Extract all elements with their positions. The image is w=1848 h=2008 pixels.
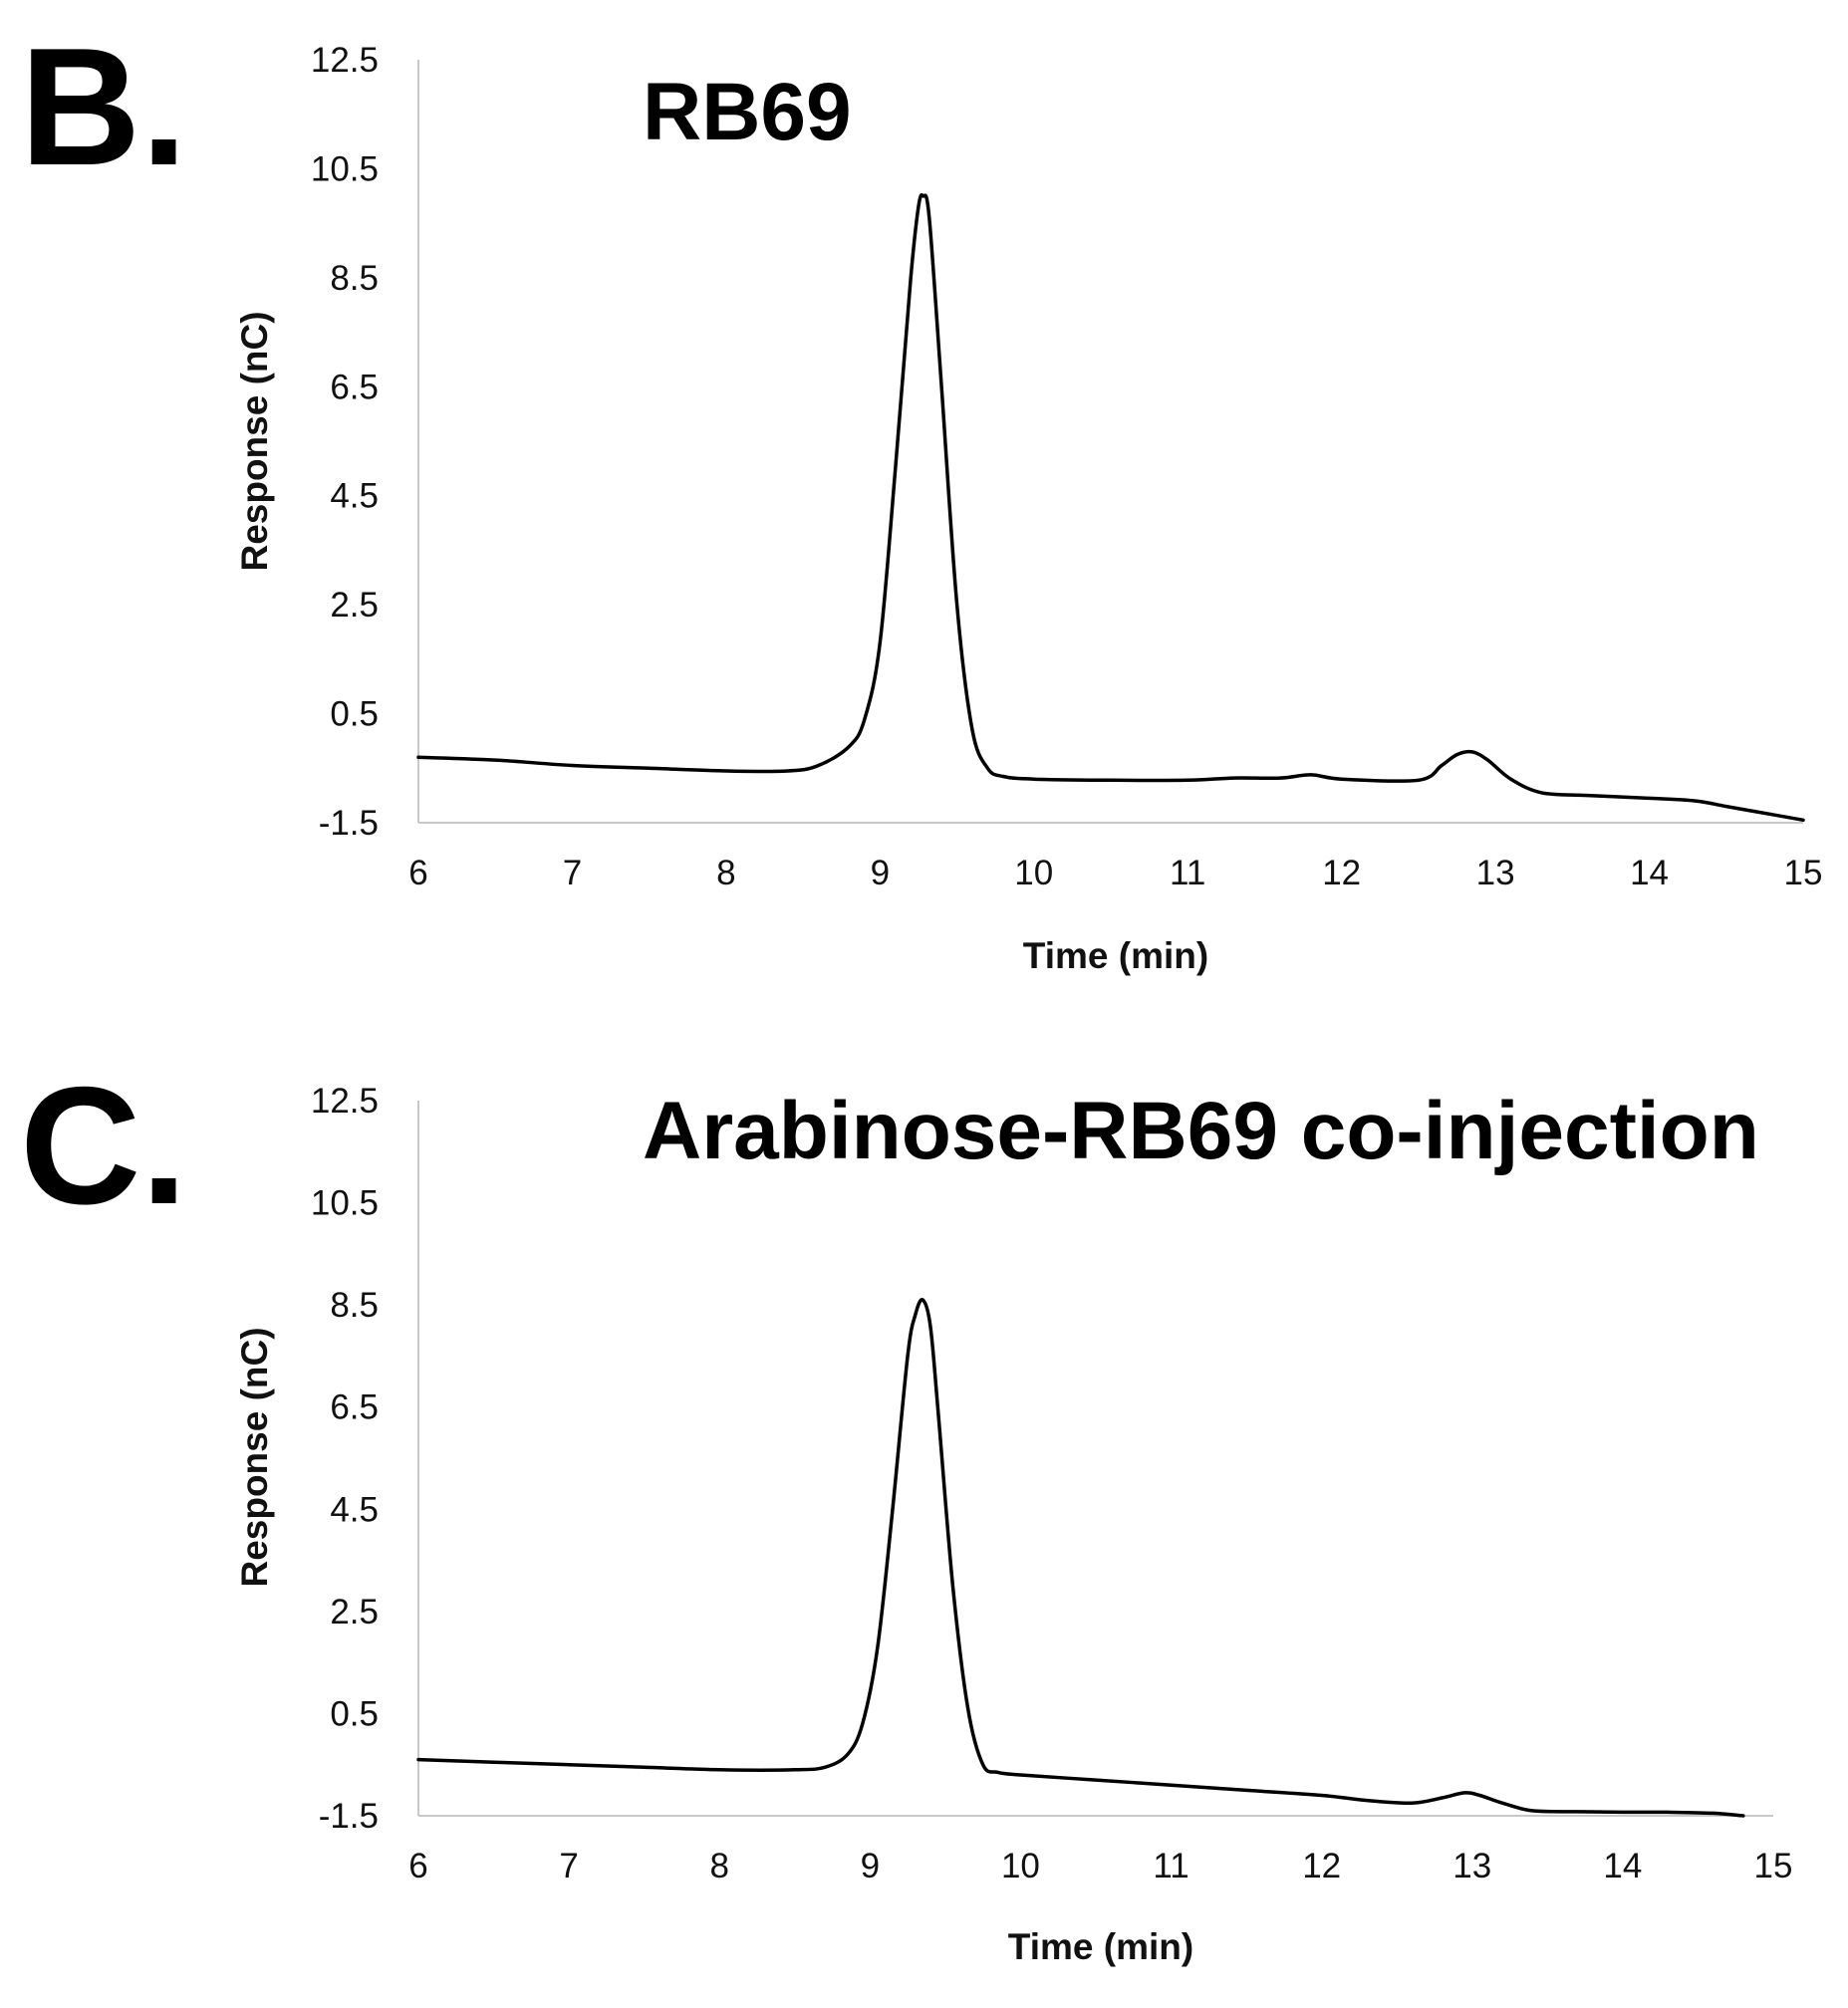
y-tick-label: 2.5 [330, 586, 379, 625]
x-tick-label: 8 [716, 854, 735, 892]
x-tick-label: 14 [1603, 1847, 1642, 1885]
x-tick-label: 8 [709, 1847, 728, 1885]
x-axis-title: Time (min) [1008, 1926, 1193, 1967]
x-tick-label: 6 [408, 1847, 427, 1885]
y-axis-title: Response (nC) [234, 311, 275, 571]
y-tick-label: 6.5 [330, 368, 379, 406]
x-tick-label: 12 [1302, 1847, 1341, 1885]
x-tick-labels: 6 7 8 9 10 11 12 13 14 15 [408, 1847, 1792, 1885]
y-tick-label: 12.5 [311, 41, 379, 80]
x-tick-label: 13 [1476, 854, 1515, 892]
y-tick-labels: -1.5 0.5 2.5 4.5 6.5 8.5 10.5 12.5 [311, 41, 379, 843]
panel-letter: C. [20, 1052, 187, 1239]
x-tick-labels: 6 7 8 9 10 11 12 13 14 15 [408, 854, 1822, 892]
y-tick-label: 0.5 [330, 1694, 379, 1733]
chart-title: Arabinose-RB69 co-injection [643, 1086, 1759, 1176]
y-tick-label: -1.5 [319, 1797, 379, 1836]
panel-letter: B. [20, 13, 187, 200]
x-tick-label: 11 [1153, 1847, 1188, 1885]
y-tick-label: 12.5 [311, 1082, 379, 1121]
panel-c: C. Arabinose-RB69 co-injection -1.5 0.5 2.… [20, 1052, 1792, 1967]
x-tick-label: 12 [1322, 854, 1361, 892]
y-tick-label: 2.5 [330, 1593, 379, 1632]
y-tick-labels: -1.5 0.5 2.5 4.5 6.5 8.5 10.5 12.5 [311, 1082, 379, 1836]
x-tick-label: 9 [861, 1847, 880, 1885]
y-axis-title: Response (nC) [234, 1327, 275, 1587]
series-line [416, 1298, 1745, 1818]
y-tick-label: 10.5 [311, 149, 379, 188]
x-tick-label: 13 [1452, 1847, 1491, 1885]
y-tick-label: 8.5 [330, 1286, 379, 1325]
x-tick-label: 15 [1754, 1847, 1793, 1885]
x-tick-label: 7 [563, 854, 582, 892]
chart-title: RB69 [643, 67, 852, 157]
x-tick-label: 7 [559, 1847, 578, 1885]
x-axis-title: Time (min) [1023, 935, 1208, 976]
x-tick-label: 10 [1014, 854, 1053, 892]
x-tick-label: 10 [1001, 1847, 1040, 1885]
y-tick-label: 0.5 [330, 695, 379, 734]
x-tick-label: 9 [871, 854, 890, 892]
x-tick-label: 14 [1630, 854, 1669, 892]
y-tick-label: 10.5 [311, 1184, 379, 1223]
y-tick-label: 4.5 [330, 477, 379, 516]
y-tick-label: 8.5 [330, 259, 379, 298]
y-tick-label: 6.5 [330, 1388, 379, 1427]
y-tick-label: -1.5 [319, 804, 379, 843]
x-tick-label: 15 [1784, 854, 1823, 892]
series-line [416, 193, 1805, 823]
y-tick-label: 4.5 [330, 1490, 379, 1529]
x-tick-label: 11 [1170, 854, 1205, 892]
x-tick-label: 6 [408, 854, 427, 892]
panel-b: B. RB69 -1.5 0.5 2.5 4.5 6.5 8.5 10.5 12.5 6 7 8 9… [20, 13, 1822, 976]
